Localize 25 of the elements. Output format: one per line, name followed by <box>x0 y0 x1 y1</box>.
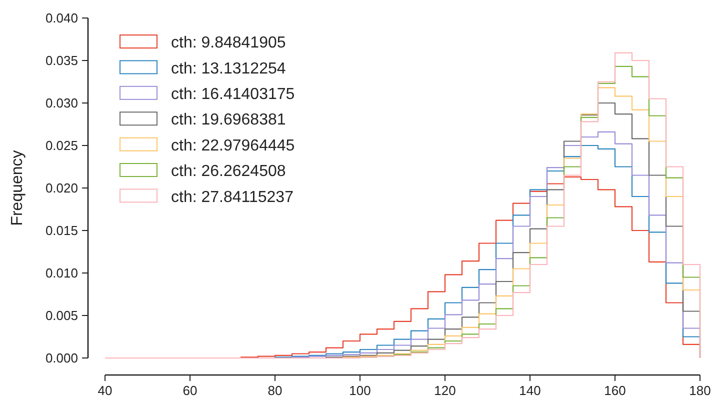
y-axis-title: Frequency <box>9 150 26 226</box>
x-tick-label: 100 <box>349 383 371 398</box>
y-tick-label: 0.020 <box>45 180 78 196</box>
legend-label: cth: 16.41403175 <box>171 86 295 103</box>
y-tick-label: 0.010 <box>45 266 78 281</box>
y-tick-label: 0.030 <box>45 96 78 111</box>
legend-label: cth: 13.1312254 <box>171 60 286 78</box>
y-tick-label: 0.025 <box>45 138 78 154</box>
legend-label: cth: 22.97964445 <box>171 137 295 154</box>
y-tick-label: 0.040 <box>45 10 78 26</box>
x-tick-label: 140 <box>519 383 541 398</box>
x-tick-label: 80 <box>268 383 282 398</box>
x-tick-label: 180 <box>689 383 711 398</box>
x-tick-label: 120 <box>434 383 456 398</box>
legend-label: cth: 19.6968381 <box>171 112 286 129</box>
y-tick-label: 0.015 <box>45 223 78 238</box>
x-tick-label: 160 <box>604 383 626 398</box>
y-tick-label: 0.035 <box>45 53 78 68</box>
legend-label: cth: 27.84115237 <box>171 188 294 206</box>
legend-label: cth: 9.84841905 <box>171 34 286 52</box>
y-tick-label: 0.000 <box>45 350 78 366</box>
x-tick-label: 40 <box>98 383 112 398</box>
legend-label: cth: 26.2624508 <box>171 163 286 180</box>
x-tick-label: 60 <box>182 383 198 398</box>
y-tick-label: 0.005 <box>45 308 78 324</box>
